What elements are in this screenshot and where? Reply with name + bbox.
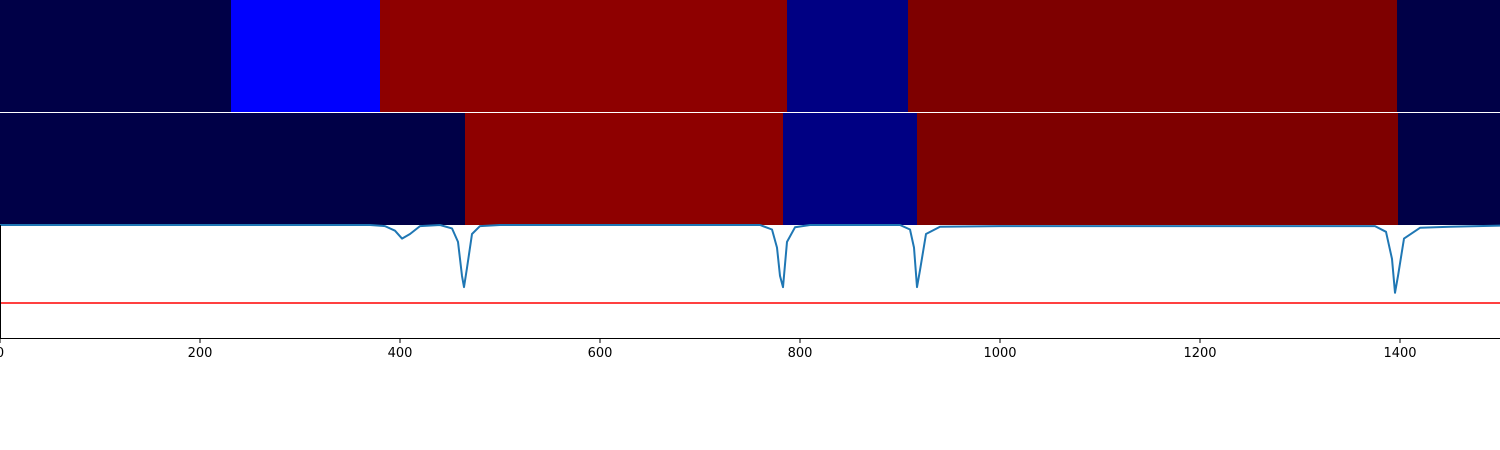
segment-2-5 <box>1398 113 1500 225</box>
x-tick-label-1000: 1000 <box>983 346 1016 361</box>
segment-track-2 <box>0 113 1500 225</box>
segment-1-4 <box>787 0 908 112</box>
x-tick-label-600: 600 <box>588 346 613 361</box>
line-series-1 <box>0 224 1500 294</box>
segment-track-1 <box>0 0 1500 112</box>
x-axis: 0 200 400 600 800 1000 1200 1400 <box>0 338 1417 361</box>
line-panel-background <box>0 225 1500 338</box>
x-tick-label-400: 400 <box>388 346 413 361</box>
line-panel <box>0 224 1500 339</box>
x-tick-label-800: 800 <box>788 346 813 361</box>
x-tick-label-200: 200 <box>188 346 213 361</box>
segment-2-4 <box>917 113 1398 225</box>
segment-2-1 <box>0 113 465 225</box>
x-tick-label-0: 0 <box>0 346 4 361</box>
segment-1-1 <box>0 0 231 112</box>
x-tick-label-1400: 1400 <box>1383 346 1416 361</box>
segment-2-3 <box>783 113 917 225</box>
segment-1-3 <box>380 0 787 112</box>
segment-1-6 <box>1397 0 1500 112</box>
segment-1-2 <box>231 0 380 112</box>
segment-1-5 <box>908 0 1397 112</box>
segment-2-2 <box>465 113 783 225</box>
x-tick-label-1200: 1200 <box>1183 346 1216 361</box>
